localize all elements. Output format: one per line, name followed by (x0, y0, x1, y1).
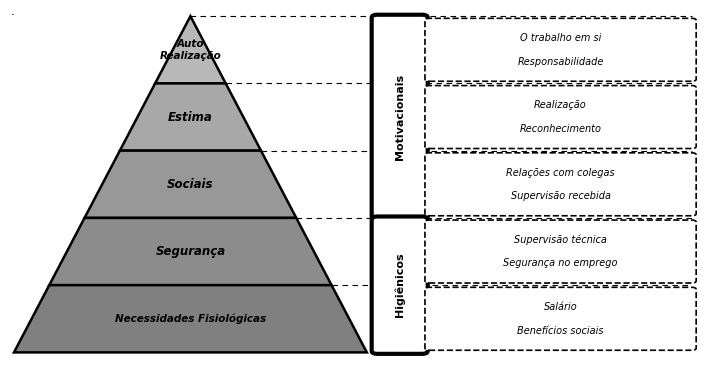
Text: Segurança no emprego: Segurança no emprego (503, 258, 618, 268)
FancyBboxPatch shape (425, 220, 696, 283)
Text: Reconhecimento: Reconhecimento (520, 124, 602, 134)
Text: Auto
Realização: Auto Realização (160, 39, 221, 61)
Polygon shape (85, 151, 297, 218)
FancyBboxPatch shape (425, 85, 696, 149)
Text: Benefícios sociais: Benefícios sociais (517, 326, 604, 335)
Text: Realização: Realização (534, 100, 587, 110)
FancyBboxPatch shape (425, 153, 696, 216)
FancyBboxPatch shape (371, 216, 428, 354)
Text: Responsabilidade: Responsabilidade (517, 57, 604, 66)
Polygon shape (155, 16, 226, 84)
FancyBboxPatch shape (425, 18, 696, 81)
Text: Relações com colegas: Relações com colegas (506, 168, 615, 177)
Text: Motivacionais: Motivacionais (395, 74, 405, 160)
Text: Supervisão técnica: Supervisão técnica (514, 235, 607, 245)
Text: Supervisão recebida: Supervisão recebida (510, 191, 611, 201)
Text: Higiênicos: Higiênicos (395, 253, 405, 318)
Text: Salário: Salário (544, 302, 578, 312)
Polygon shape (120, 84, 261, 151)
Text: Necessidades Fisiológicas: Necessidades Fisiológicas (115, 314, 266, 324)
FancyBboxPatch shape (425, 287, 696, 350)
Polygon shape (14, 285, 367, 353)
Text: .: . (11, 5, 15, 19)
Text: O trabalho em si: O trabalho em si (520, 33, 602, 43)
Text: Segurança: Segurança (155, 245, 225, 258)
FancyBboxPatch shape (371, 15, 428, 219)
Text: Sociais: Sociais (167, 178, 214, 191)
Text: Estima: Estima (168, 111, 213, 123)
Polygon shape (49, 218, 332, 285)
